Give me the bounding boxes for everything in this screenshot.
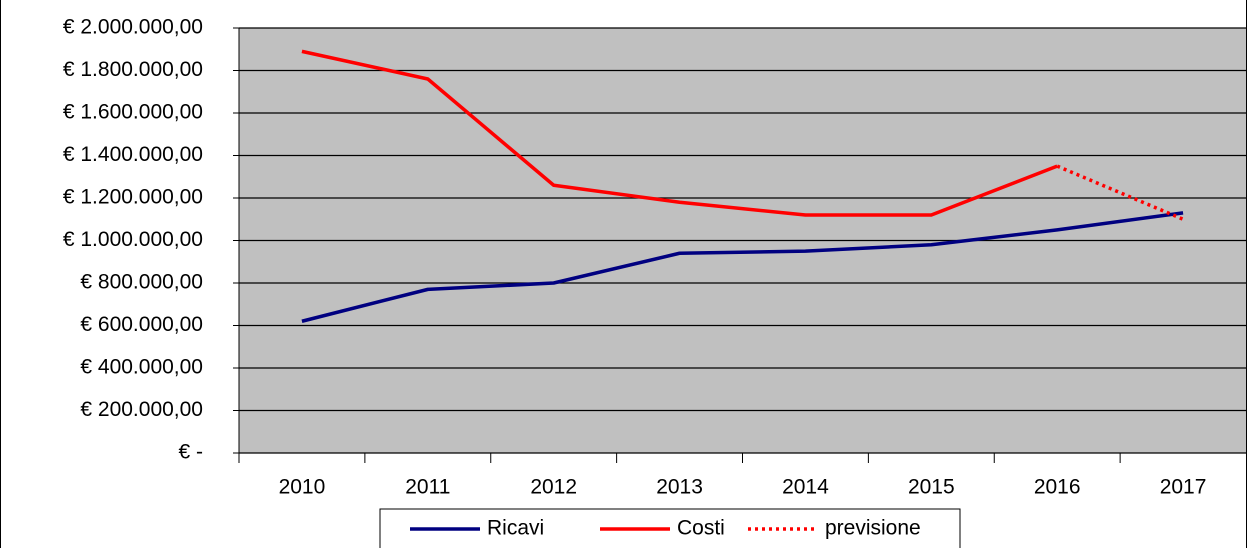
y-tick-label: € 600.000,00 xyxy=(80,313,203,336)
x-tick-label: 2013 xyxy=(656,476,703,499)
x-tick-label: 2012 xyxy=(530,476,577,499)
y-tick-label: € 2.000.000,00 xyxy=(63,16,203,39)
x-tick-label: 2010 xyxy=(279,476,326,499)
x-tick-label: 2015 xyxy=(908,476,955,499)
series-line xyxy=(1056,164,1184,221)
y-tick-label: € 1.000.000,00 xyxy=(63,228,203,251)
legend-label: Costi xyxy=(677,517,725,540)
y-tick-label: € 1.200.000,00 xyxy=(63,186,203,209)
y-tick-label: € 400.000,00 xyxy=(80,356,203,379)
x-tick-label: 2011 xyxy=(405,476,450,499)
y-tick-label: € 1.400.000,00 xyxy=(63,143,203,166)
legend-label: Ricavi xyxy=(487,517,544,540)
x-tick-label: 2017 xyxy=(1160,476,1207,499)
series-line xyxy=(301,49,1058,217)
legend-label: previsione xyxy=(825,517,921,540)
series-line xyxy=(301,211,1184,323)
x-tick-label: 2016 xyxy=(1034,476,1081,499)
y-tick-label: € 200.000,00 xyxy=(80,398,203,421)
y-tick-label: € 1.800.000,00 xyxy=(63,58,203,81)
y-tick-label: € - xyxy=(178,441,203,464)
y-tick-label: € 1.600.000,00 xyxy=(63,101,203,124)
plot-area: € - € 200.000,00 € 400.000,00 € 600.000,00 €… xyxy=(63,16,1246,499)
y-tick-label: € 800.000,00 xyxy=(80,271,203,294)
x-tick-label: 2014 xyxy=(782,476,829,499)
legend: Ricavi Costi previsione xyxy=(379,508,961,548)
